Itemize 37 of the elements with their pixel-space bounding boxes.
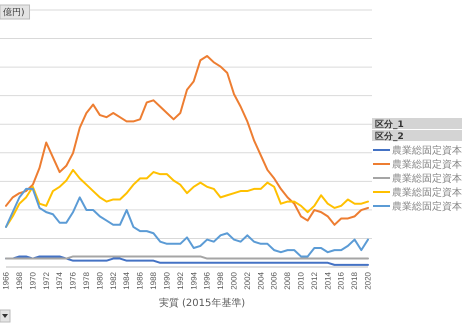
x-tick-label: 2004 [256,271,266,290]
legend-label: 農業総固定資本 [392,158,462,170]
x-tick-label: 1966 [2,271,11,290]
x-tick-label: 2016 [336,271,346,290]
x-tick-label: 1994 [189,271,198,290]
legend-title: 区分_1 [375,119,404,130]
x-tick-label: 1970 [28,271,38,290]
x-axis-title: 実質 (2015年基準) [158,297,246,309]
x-tick-label: 1978 [82,271,92,290]
legend-label: 農業総固定資本 [392,144,462,156]
legend-label: 農業総固定資本 [392,172,462,184]
x-tick-label: 1992 [176,271,185,290]
x-tick-label: 1968 [14,271,24,290]
x-tick-label: 1988 [149,271,158,290]
x-tick-label: 1984 [122,271,132,290]
x-tick-label: 2008 [283,271,292,290]
x-tick-label: 2014 [323,271,332,290]
x-tick-label: 1990 [162,271,172,290]
x-tick-label: 1972 [42,271,51,290]
x-tick-label: 1974 [55,271,64,290]
x-tick-label: 2012 [310,271,319,290]
x-tick-label: 1976 [68,271,78,290]
legend-label: 農業総固定資本 [392,200,462,212]
text: 億円) [3,7,25,18]
x-tick-label: 2018 [350,271,360,290]
x-tick-label: 1980 [95,271,104,290]
legend-label: 農業総固定資本 [392,186,462,198]
x-tick-label: 2006 [270,271,279,290]
x-tick-label: 1998 [216,271,226,290]
x-tick-label: 2020 [364,271,373,290]
x-tick-label: 2000 [229,271,238,290]
x-tick-label: 1982 [108,271,118,290]
x-tick-label: 2010 [296,271,306,290]
x-tick-label: 1996 [202,271,212,290]
text: 区分_2 [375,131,404,142]
x-tick-label: 2002 [242,271,252,290]
x-tick-label: 1986 [136,271,145,290]
